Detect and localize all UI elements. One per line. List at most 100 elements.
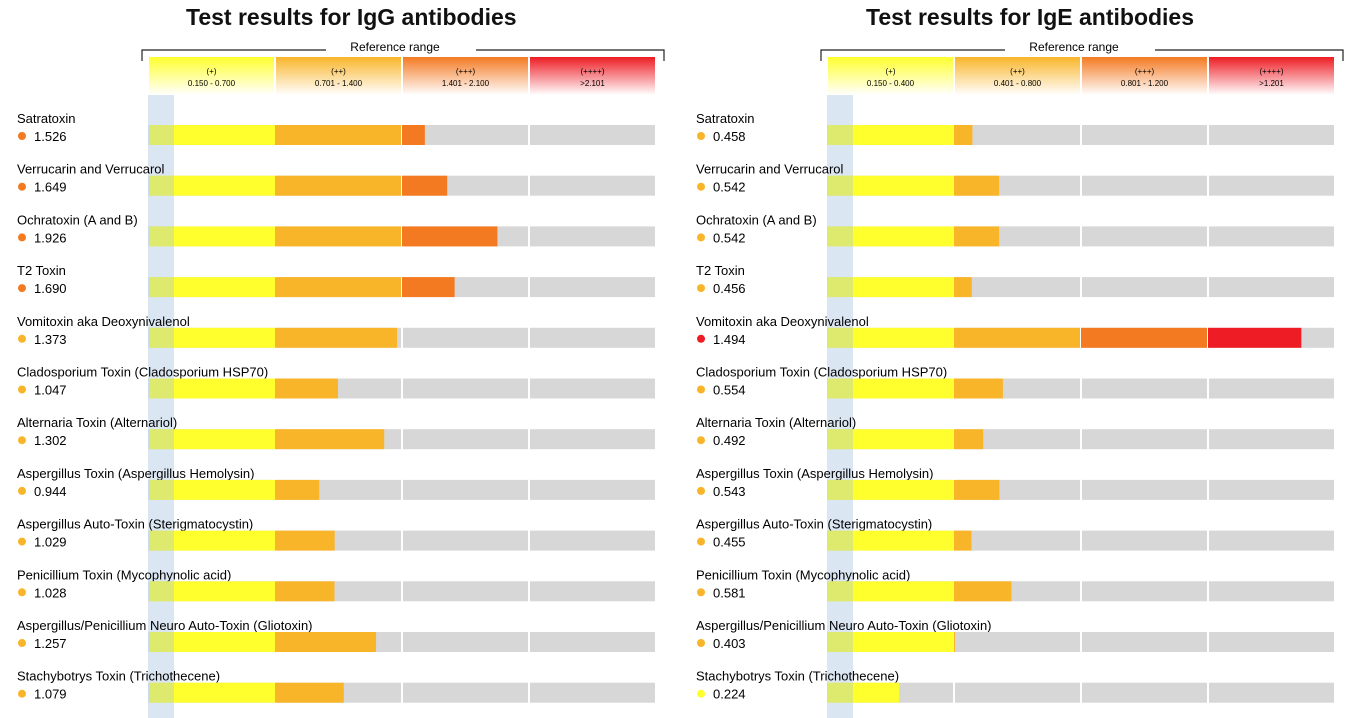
igg-baseline-overlay: [148, 327, 174, 348]
ige-status-dot: [697, 689, 705, 698]
ige-reference-label: Reference range: [1029, 40, 1119, 54]
ige-track-segment: [1209, 479, 1334, 500]
ige-row-label: Aspergillus Toxin (Aspergillus Hemolysin…: [696, 466, 933, 481]
ige-track-segment: [1209, 581, 1334, 602]
ige-track-segment: [1082, 479, 1207, 500]
igg-band-grade: (++++): [580, 67, 604, 76]
igg-baseline-overlay: [148, 682, 174, 703]
ige-status-dot: [697, 132, 705, 140]
igg-row-label: Ochratoxin (A and B): [17, 212, 138, 227]
igg-header-band: [149, 57, 274, 95]
igg-baseline-overlay: [148, 378, 174, 399]
ige-value-bar: [1208, 327, 1302, 348]
ige-baseline-overlay: [827, 479, 853, 500]
ige-row-value: 1.494: [713, 332, 746, 347]
ige-track-segment: [1082, 277, 1207, 298]
ige-header-band: [955, 57, 1080, 95]
igg-value-bar: [149, 682, 275, 703]
igg-reference-label-bg: [326, 42, 476, 56]
igg-row-label: Aspergillus Toxin (Aspergillus Hemolysin…: [17, 466, 254, 481]
ige-row-label: Aspergillus Auto-Toxin (Sterigmatocystin…: [696, 517, 932, 532]
ige-row-value: 0.543: [713, 484, 746, 499]
ige-track-segment: [1082, 530, 1207, 551]
ige-status-dot: [697, 588, 705, 597]
ige-baseline-overlay: [827, 682, 853, 703]
ige-row-value: 0.456: [713, 281, 746, 296]
igg-value-bar: [275, 479, 320, 500]
ige-baseline-overlay: [827, 125, 853, 145]
ige-baseline-overlay: [827, 429, 853, 450]
igg-status-dot: [18, 588, 26, 597]
ige-band-grade: (++++): [1259, 67, 1283, 76]
igg-track-segment: [530, 632, 655, 652]
ige-baseline-overlay: [827, 327, 853, 348]
igg-value-bar: [275, 378, 338, 399]
ige-value-bar: [954, 479, 1000, 500]
ige-value-bar: [828, 581, 954, 602]
igg-track-segment: [530, 530, 655, 551]
igg-row-value: 1.690: [34, 281, 67, 296]
ige-row-label: Ochratoxin (A and B): [696, 212, 817, 227]
ige-row-label: Aspergillus/Penicillium Neuro Auto-Toxin…: [696, 618, 992, 633]
ige-row-value: 0.554: [713, 383, 746, 398]
ige-track-segment: [1209, 125, 1334, 145]
igg-band-grade: (++): [331, 67, 346, 76]
igg-value-bar: [149, 632, 275, 652]
ige-row-label: Cladosporium Toxin (Cladosporium HSP70): [696, 365, 947, 380]
ige-value-bar: [828, 530, 954, 551]
ige-value-bar: [954, 226, 1000, 247]
ige-track-segment: [1082, 226, 1207, 247]
ige-band-grade: (+): [886, 67, 896, 76]
igg-row-value: 1.649: [34, 180, 67, 195]
igg-value-bar: [149, 530, 275, 551]
igg-row-label: Vomitoxin aka Deoxynivalenol: [17, 314, 190, 329]
igg-baseline-overlay: [148, 226, 174, 247]
igg-value-bar: [149, 175, 275, 196]
igg-status-dot: [18, 233, 26, 242]
ige-track-segment: [1209, 632, 1334, 652]
igg-status-dot: [18, 537, 26, 546]
ige-value-bar: [1081, 327, 1207, 348]
ige-row-label: Vomitoxin aka Deoxynivalenol: [696, 314, 869, 329]
igg-track-segment: [530, 429, 655, 450]
ige-chart-title: Test results for IgE antibodies: [866, 4, 1195, 30]
ige-baseline-strip: [827, 95, 853, 718]
ige-baseline-overlay: [827, 378, 853, 399]
igg-row-label: Verrucarin and Verrucarol: [17, 162, 165, 177]
igg-baseline-overlay: [148, 125, 174, 145]
igg-baseline-overlay: [148, 632, 174, 652]
igg-track-segment: [403, 479, 528, 500]
ige-track-segment: [1082, 378, 1207, 399]
igg-baseline-strip: [148, 95, 174, 718]
igg-row-label: Aspergillus/Penicillium Neuro Auto-Toxin…: [17, 618, 313, 633]
igg-value-bar: [275, 682, 344, 703]
ige-track-segment: [955, 530, 1080, 551]
ige-track-segment: [955, 429, 1080, 450]
igg-row-value: 0.944: [34, 484, 67, 499]
ige-value-bar: [828, 682, 900, 703]
ige-baseline-overlay: [827, 632, 853, 652]
ige-band-range: >1.201: [1259, 79, 1284, 88]
igg-value-bar: [275, 277, 401, 298]
ige-track-segment: [1082, 125, 1207, 145]
igg-track-segment: [530, 125, 655, 145]
ige-baseline-overlay: [827, 226, 853, 247]
igg-value-bar: [275, 530, 335, 551]
ige-track-segment: [1209, 378, 1334, 399]
igg-track-segment: [530, 327, 655, 348]
igg-value-bar: [402, 226, 498, 247]
igg-baseline-overlay: [148, 479, 174, 500]
igg-row-label: Satratoxin: [17, 111, 76, 126]
ige-row-label: Penicillium Toxin (Mycophynolic acid): [696, 567, 910, 582]
igg-baseline-overlay: [148, 277, 174, 298]
ige-chart: Reference range (+) 0.150 - 0.400 (++) 0.401…: [696, 40, 1344, 718]
igg-track-segment: [530, 378, 655, 399]
ige-value-bar: [954, 429, 984, 450]
igg-header-band: [276, 57, 401, 95]
igg-row-label: Alternaria Toxin (Alternariol): [17, 415, 177, 430]
igg-value-bar: [149, 226, 275, 247]
igg-status-dot: [18, 132, 26, 140]
ige-track-segment: [955, 682, 1080, 703]
igg-row-value: 1.257: [34, 636, 67, 651]
igg-baseline-overlay: [148, 581, 174, 602]
